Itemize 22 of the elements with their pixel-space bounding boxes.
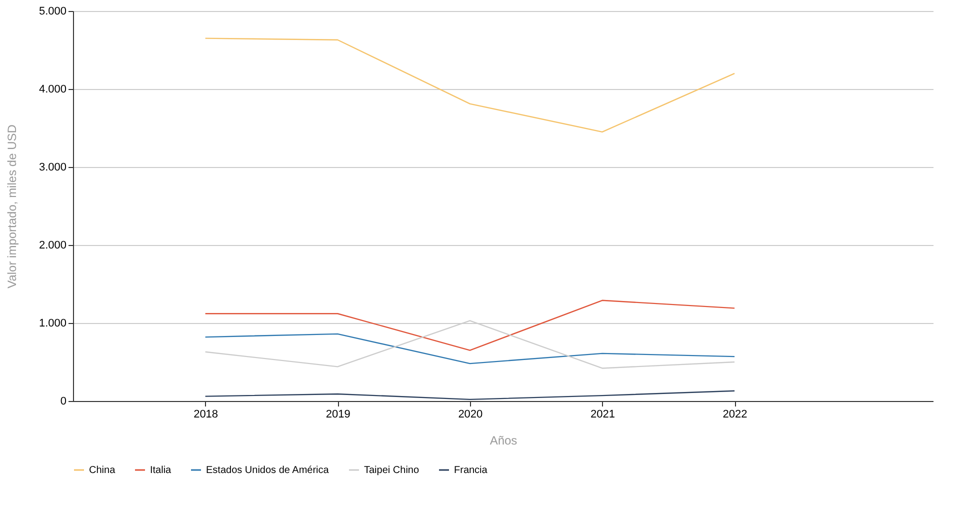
x-tick-label: 2018 (194, 408, 218, 420)
y-tick-label: 5.000 (38, 6, 66, 18)
line-series (204, 390, 736, 400)
legend-label: China (89, 465, 116, 476)
legend-label: Francia (454, 465, 488, 476)
x-axis-title: Años (490, 434, 518, 448)
y-axis-title: Valor importado, miles de USD (4, 124, 19, 288)
y-tick-label: 1.000 (38, 318, 66, 330)
line-series (204, 38, 736, 132)
y-tick-label: 3.000 (38, 162, 66, 174)
line-series (204, 300, 736, 351)
x-tick-label: 2020 (458, 408, 483, 420)
legend-label: Estados Unidos de América (206, 465, 330, 476)
legend-label: Taipei Chino (364, 465, 420, 476)
line-series (204, 333, 736, 364)
x-tick-label: 2021 (590, 408, 615, 420)
y-tick-label: 0 (60, 396, 66, 408)
y-tick-label: 2.000 (38, 240, 66, 252)
x-tick-label: 2022 (722, 408, 748, 420)
legend-label: Italia (150, 465, 172, 476)
x-tick-label: 2019 (326, 408, 350, 420)
y-tick-label: 4.000 (38, 84, 66, 96)
